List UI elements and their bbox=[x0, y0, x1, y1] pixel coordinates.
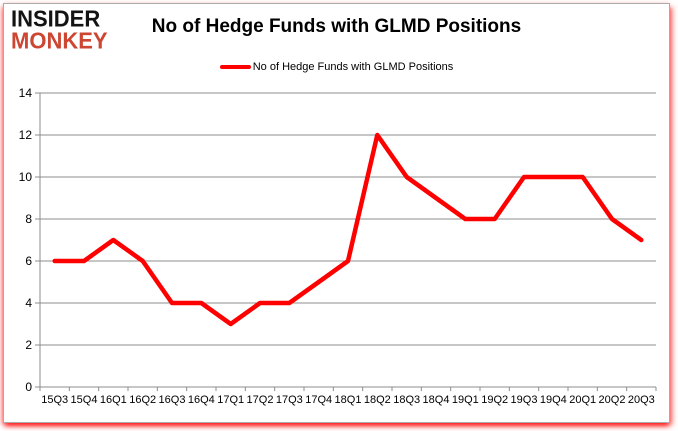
y-axis-tick-label: 8 bbox=[25, 212, 32, 226]
x-axis-tick-label: 20Q2 bbox=[599, 394, 626, 406]
x-axis-tick-label: 16Q1 bbox=[100, 394, 127, 406]
y-axis-tick-label: 6 bbox=[25, 254, 32, 268]
logo-text-insider: INSIDER bbox=[11, 5, 101, 32]
y-axis-tick-label: 4 bbox=[25, 296, 32, 310]
x-axis-tick-label: 15Q4 bbox=[71, 394, 98, 406]
x-axis-tick-label: 16Q3 bbox=[159, 394, 186, 406]
x-axis-tick-label: 20Q1 bbox=[569, 394, 596, 406]
x-axis-tick-label: 18Q2 bbox=[364, 394, 391, 406]
y-axis-tick-label: 12 bbox=[19, 128, 33, 142]
x-axis-tick-label: 16Q2 bbox=[129, 394, 156, 406]
x-axis-tick-label: 18Q1 bbox=[335, 394, 362, 406]
x-axis-tick-label: 19Q4 bbox=[540, 394, 567, 406]
x-axis-tick-label: 17Q2 bbox=[247, 394, 274, 406]
legend-label: No of Hedge Funds with GLMD Positions bbox=[252, 61, 454, 73]
insider-monkey-logo: INSIDER MONKEY bbox=[11, 5, 108, 54]
x-axis-tick-label: 19Q1 bbox=[452, 394, 479, 406]
x-axis-tick-label: 15Q3 bbox=[41, 394, 68, 406]
x-axis-tick-label: 17Q3 bbox=[276, 394, 303, 406]
y-axis-tick-label: 10 bbox=[19, 170, 33, 184]
x-axis-tick-label: 18Q4 bbox=[423, 394, 450, 406]
y-axis-tick-label: 14 bbox=[19, 86, 33, 100]
x-axis-tick-label: 20Q3 bbox=[628, 394, 655, 406]
x-axis-tick-label: 19Q2 bbox=[481, 394, 508, 406]
legend-line-swatch bbox=[219, 65, 251, 69]
legend: No of Hedge Funds with GLMD Positions bbox=[4, 61, 669, 73]
x-axis-tick-label: 17Q4 bbox=[305, 394, 332, 406]
logo-text-monkey: MONKEY bbox=[11, 27, 108, 54]
x-axis-tick-label: 17Q1 bbox=[217, 394, 244, 406]
data-series-line bbox=[52, 132, 644, 327]
y-axis-tick-label: 0 bbox=[25, 380, 32, 394]
y-axis-tick-label: 2 bbox=[25, 338, 32, 352]
x-axis-tick-label: 18Q3 bbox=[393, 394, 420, 406]
x-axis-tick-label: 16Q4 bbox=[188, 394, 215, 406]
chart-panel: INSIDER MONKEY No of Hedge Funds with GL… bbox=[3, 3, 670, 423]
x-axis-tick-label: 19Q3 bbox=[511, 394, 538, 406]
chart-title: No of Hedge Funds with GLMD Positions bbox=[151, 16, 522, 37]
